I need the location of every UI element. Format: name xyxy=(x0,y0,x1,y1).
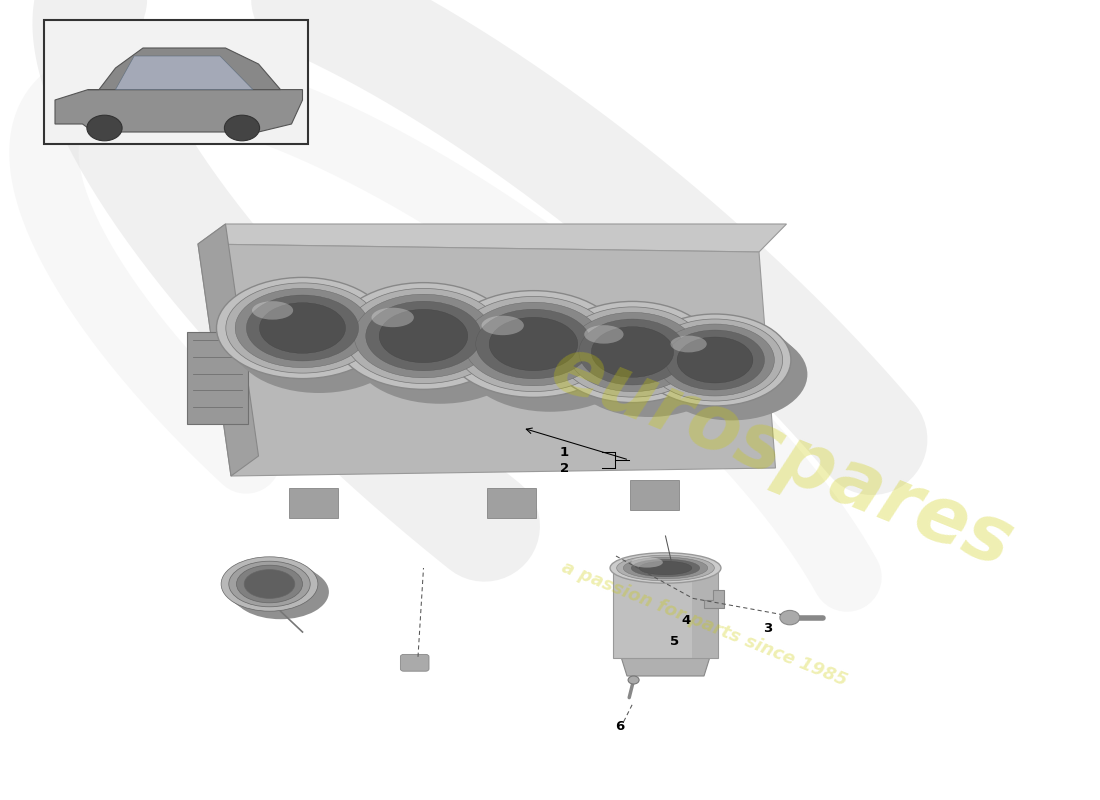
Text: 4: 4 xyxy=(682,614,691,626)
Ellipse shape xyxy=(656,329,807,421)
Ellipse shape xyxy=(222,282,394,383)
Ellipse shape xyxy=(454,297,613,391)
Ellipse shape xyxy=(579,319,686,385)
Ellipse shape xyxy=(676,337,752,383)
Ellipse shape xyxy=(617,555,714,581)
Ellipse shape xyxy=(656,324,774,396)
Ellipse shape xyxy=(566,316,732,417)
Ellipse shape xyxy=(645,319,796,411)
Ellipse shape xyxy=(631,557,663,568)
Ellipse shape xyxy=(559,307,706,397)
Ellipse shape xyxy=(639,562,692,575)
Ellipse shape xyxy=(592,326,673,378)
Ellipse shape xyxy=(451,295,627,402)
Polygon shape xyxy=(621,658,710,676)
Text: 6: 6 xyxy=(615,720,624,733)
Polygon shape xyxy=(289,488,338,518)
Ellipse shape xyxy=(556,306,720,407)
Ellipse shape xyxy=(344,289,503,383)
Ellipse shape xyxy=(639,314,791,406)
Ellipse shape xyxy=(584,325,624,344)
Ellipse shape xyxy=(631,559,700,577)
Text: a passion for parts since 1985: a passion for parts since 1985 xyxy=(559,558,849,690)
Ellipse shape xyxy=(666,330,764,390)
Circle shape xyxy=(224,115,260,141)
Ellipse shape xyxy=(354,294,493,378)
Circle shape xyxy=(87,115,122,141)
Ellipse shape xyxy=(550,302,715,402)
Ellipse shape xyxy=(372,308,414,327)
Polygon shape xyxy=(55,90,302,132)
Ellipse shape xyxy=(568,313,697,392)
Ellipse shape xyxy=(260,302,345,354)
Bar xyxy=(44,20,308,144)
Text: eurospares: eurospares xyxy=(539,329,1023,583)
Polygon shape xyxy=(704,590,724,608)
Ellipse shape xyxy=(671,336,706,352)
Ellipse shape xyxy=(227,561,323,615)
Ellipse shape xyxy=(444,290,623,398)
Ellipse shape xyxy=(624,557,707,579)
Ellipse shape xyxy=(379,310,467,362)
Polygon shape xyxy=(198,224,258,476)
Ellipse shape xyxy=(233,292,405,393)
Ellipse shape xyxy=(228,287,399,388)
Polygon shape xyxy=(116,56,253,90)
Polygon shape xyxy=(613,568,718,658)
Ellipse shape xyxy=(464,302,603,386)
Polygon shape xyxy=(630,480,679,510)
Polygon shape xyxy=(187,332,248,424)
Polygon shape xyxy=(487,488,536,518)
Polygon shape xyxy=(692,568,718,658)
Ellipse shape xyxy=(244,570,295,598)
Ellipse shape xyxy=(226,283,380,373)
Polygon shape xyxy=(88,48,280,90)
Ellipse shape xyxy=(334,282,512,390)
Ellipse shape xyxy=(236,565,302,603)
FancyBboxPatch shape xyxy=(400,654,429,671)
Ellipse shape xyxy=(221,557,318,611)
Ellipse shape xyxy=(455,300,634,407)
Text: 3: 3 xyxy=(763,622,772,634)
Ellipse shape xyxy=(482,316,524,335)
Polygon shape xyxy=(198,244,775,476)
Ellipse shape xyxy=(235,288,370,368)
Ellipse shape xyxy=(345,292,524,399)
Text: 1: 1 xyxy=(560,446,569,458)
Ellipse shape xyxy=(217,278,388,378)
Ellipse shape xyxy=(650,324,802,416)
Ellipse shape xyxy=(462,305,638,412)
Ellipse shape xyxy=(352,297,528,404)
Ellipse shape xyxy=(610,553,720,583)
Ellipse shape xyxy=(365,302,482,371)
Ellipse shape xyxy=(475,310,592,379)
Circle shape xyxy=(628,676,639,684)
Ellipse shape xyxy=(252,301,294,320)
Polygon shape xyxy=(198,224,786,252)
Ellipse shape xyxy=(232,565,329,619)
Ellipse shape xyxy=(490,318,578,370)
Circle shape xyxy=(780,610,800,625)
Ellipse shape xyxy=(561,311,726,412)
Text: 2: 2 xyxy=(560,462,569,474)
Ellipse shape xyxy=(647,319,783,401)
Ellipse shape xyxy=(229,562,310,607)
Text: 5: 5 xyxy=(670,635,679,648)
Ellipse shape xyxy=(341,287,517,394)
Ellipse shape xyxy=(246,295,359,361)
